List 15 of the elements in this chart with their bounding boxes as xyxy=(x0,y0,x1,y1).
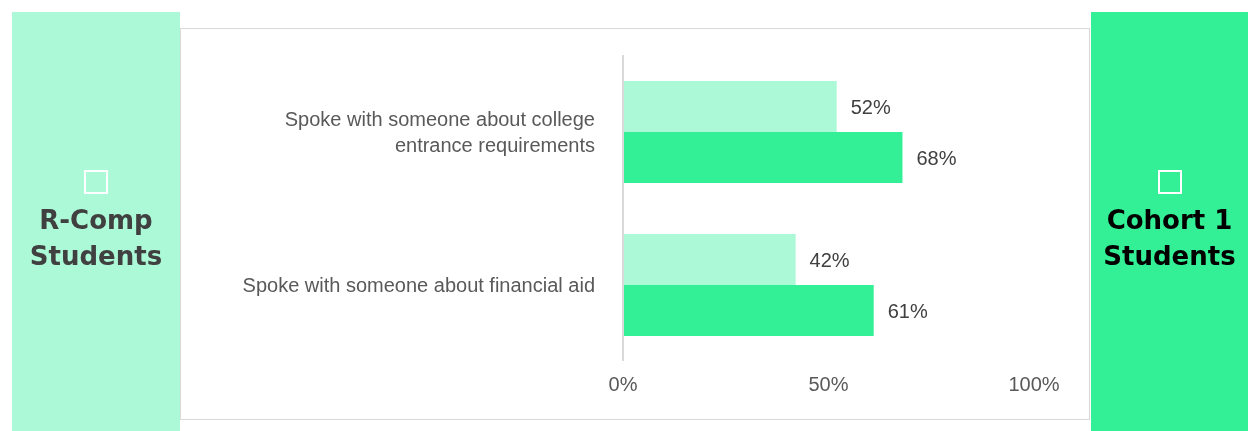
bar xyxy=(623,285,874,336)
legend-label: R-Comp Students xyxy=(29,204,163,271)
y-tick-label: Spoke with someone about financial aid xyxy=(241,272,595,298)
text: 52% xyxy=(850,95,891,118)
bar xyxy=(623,81,837,132)
text: 61% xyxy=(887,299,928,322)
bar xyxy=(623,234,796,285)
bar xyxy=(623,132,903,183)
x-tick-label: 50% xyxy=(808,373,849,396)
x-tick-label: 0% xyxy=(608,373,638,396)
legend-label: Cohort 1 Students xyxy=(1103,204,1236,271)
x-tick-label: 100% xyxy=(1008,373,1060,396)
y-tick-label: Spoke with someone about college entrance requirements xyxy=(283,106,595,158)
text: 68% xyxy=(916,146,957,169)
text: 42% xyxy=(809,248,850,271)
